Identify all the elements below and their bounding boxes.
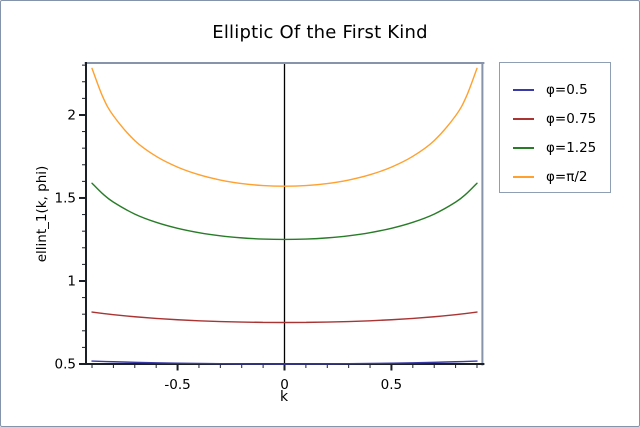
y-tick-label: 1: [67, 274, 76, 290]
legend-item-label: φ=0.5: [546, 82, 588, 98]
legend-item: φ=0.5: [500, 81, 610, 99]
y-axis-label: ellint_1(k, phi): [34, 165, 50, 263]
legend: φ=0.5 φ=0.75 φ=1.25 φ=π/2: [499, 62, 611, 193]
legend-line-swatch: [513, 89, 534, 91]
series-curve-0: [91, 360, 478, 365]
legend-line-swatch: [513, 118, 534, 120]
legend-item-label: φ=1.25: [546, 140, 597, 156]
legend-item-label: φ=π/2: [546, 169, 588, 185]
chart-title: Elliptic Of the First Kind: [212, 22, 428, 43]
x-tick-labels: -0.5 0 0.5: [164, 377, 402, 393]
legend-line-swatch: [513, 147, 534, 149]
series-curve-1: [91, 311, 478, 324]
series-curve-3: [91, 67, 478, 187]
legend-item-label: φ=0.75: [546, 111, 597, 127]
y-tick-label: 2: [67, 108, 76, 124]
y-tick-label: 0.5: [55, 357, 76, 373]
legend-item: φ=π/2: [500, 168, 610, 186]
x-tick-label: 0.5: [381, 377, 402, 393]
x-axis-label: k: [279, 389, 289, 405]
y-tick-labels: 0.5 1 1.5 2: [55, 108, 76, 373]
series-curve-2: [91, 182, 478, 241]
legend-item: φ=0.75: [500, 110, 610, 128]
plot-generated-layer: [79, 62, 485, 371]
x-tick-label: -0.5: [164, 377, 190, 393]
legend-item: φ=1.25: [500, 139, 610, 157]
legend-line-swatch: [513, 176, 534, 178]
y-tick-label: 1.5: [55, 191, 76, 207]
x-tick-label: 0: [280, 377, 289, 393]
